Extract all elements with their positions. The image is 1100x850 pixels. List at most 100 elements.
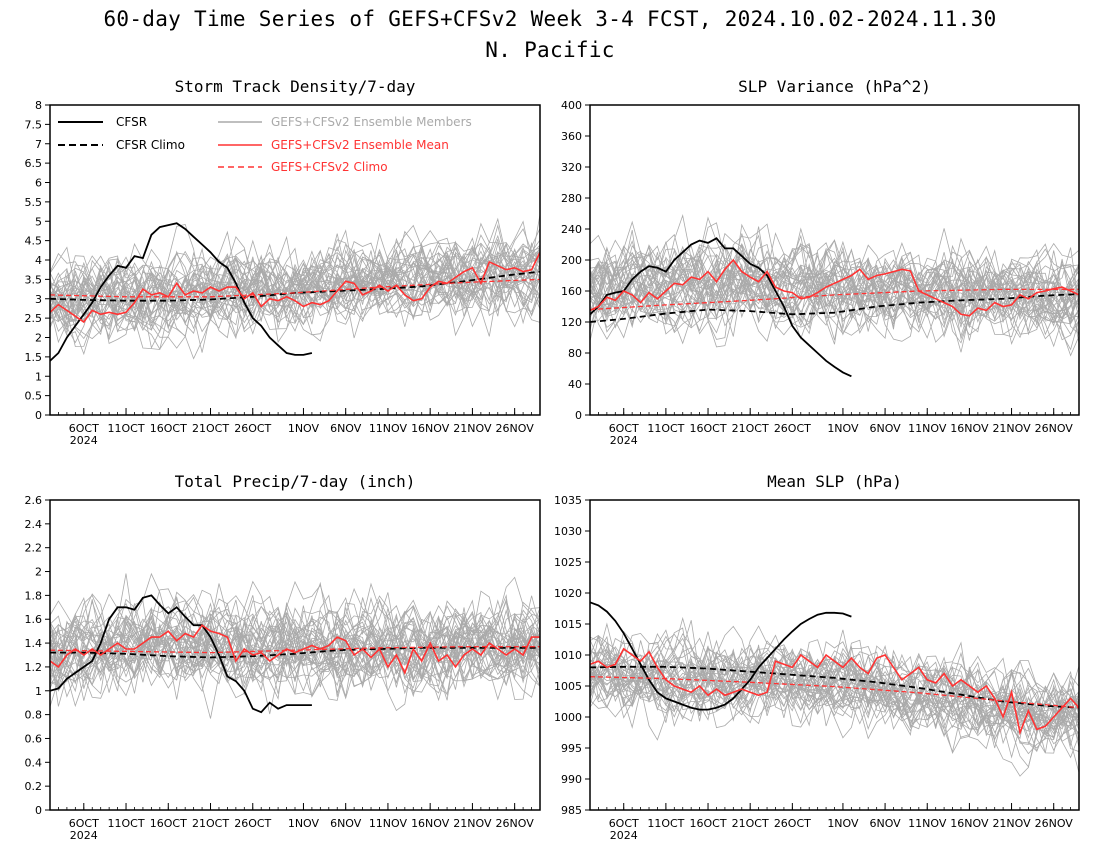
ensemble-member-line (590, 627, 1079, 755)
y-tick-label: 1.6 (25, 613, 43, 626)
ensemble-member-line (50, 233, 540, 334)
x-tick-label: 11NOV (908, 817, 947, 830)
x-tick-label: 16OCT (690, 817, 727, 830)
y-tick-label: 1020 (554, 587, 582, 600)
ensemble-members (50, 572, 540, 719)
ensemble-member-line (50, 596, 540, 687)
y-tick-label: 7.5 (25, 118, 43, 131)
ensemble-member-line (590, 262, 1079, 337)
ensemble-member-line (50, 589, 540, 686)
y-tick-label: 3 (35, 293, 42, 306)
ensemble-member-line (590, 622, 1079, 752)
cfsr-line (50, 594, 312, 714)
plot-frame (589, 104, 1080, 416)
ensemble-member-line (50, 583, 540, 715)
y-tick-label: 1.2 (25, 661, 43, 674)
legend-label-ens-mean: GEFS+CFSv2 Ensemble Mean (271, 138, 449, 152)
ensemble-member-line (50, 590, 540, 682)
ensemble-member-line (590, 250, 1079, 344)
ensemble-member-line (50, 595, 540, 692)
cfsr-line (590, 237, 852, 378)
plot-area (590, 213, 1079, 378)
legend-label-members: GEFS+CFSv2 Ensemble Members (271, 115, 472, 129)
ensemble-climo-line (50, 278, 540, 298)
x-tick-label: 6OCT (69, 817, 99, 830)
y-tick-label: 280 (561, 192, 582, 205)
x-tick-label: 11NOV (369, 817, 408, 830)
legend-label-ens-climo: GEFS+CFSv2 Climo (271, 160, 388, 174)
x-tick-label: 26OCT (234, 817, 271, 830)
ensemble-mean-line (590, 258, 1079, 317)
cfsr-climo-line (50, 646, 540, 659)
y-tick-label: 1.8 (25, 589, 43, 602)
y-tick-label: 985 (561, 804, 582, 817)
ensemble-member-line (50, 627, 540, 687)
chart-legend: CFSR CFSR Climo GEFS+CFSv2 Ensemble Memb… (58, 115, 472, 174)
x-tick-label: 16OCT (150, 422, 187, 435)
x-tick-label: 21NOV (453, 817, 492, 830)
ensemble-member-line (590, 228, 1079, 351)
ensemble-member-line (50, 606, 540, 695)
y-tick-label: 2 (35, 566, 42, 579)
x-tick-label: 16NOV (950, 422, 989, 435)
plot-area (50, 572, 540, 719)
ensemble-member-line (590, 250, 1079, 327)
y-tick-label: 1030 (554, 525, 582, 538)
x-tick-label: 6OCT (69, 422, 99, 435)
x-tick-label: 1NOV (288, 817, 320, 830)
cfsr-line (590, 601, 852, 711)
y-tick-label: 3.5 (25, 273, 43, 286)
y-tick-label: 1000 (554, 711, 582, 724)
y-tick-label: 0.6 (25, 732, 43, 745)
panel-title: Total Precip/7-day (inch) (175, 472, 416, 491)
ensemble-member-line (590, 248, 1079, 341)
y-tick-label: 6 (35, 177, 42, 190)
ensemble-mean-line (590, 647, 1079, 736)
x-tick-label: 6NOV (869, 817, 901, 830)
x-tick-label: 16NOV (950, 817, 989, 830)
x-tick-label: 21NOV (992, 422, 1031, 435)
y-tick-label: 400 (561, 99, 582, 112)
x-tick-label: 6NOV (330, 817, 362, 830)
y-tick-label: 360 (561, 130, 582, 143)
ensemble-mean-line (50, 251, 540, 324)
y-tick-label: 0 (35, 409, 42, 422)
y-tick-label: 4.5 (25, 235, 43, 248)
x-tick-year-label: 2024 (610, 829, 638, 842)
x-tick-label: 6OCT (609, 422, 639, 435)
ensemble-member-line (590, 648, 1079, 754)
y-tick-label: 0.8 (25, 709, 43, 722)
ensemble-members (590, 213, 1079, 357)
y-tick-label: 120 (561, 316, 582, 329)
ensemble-member-line (50, 235, 540, 356)
y-tick-label: 4 (35, 254, 42, 267)
y-tick-label: 320 (561, 161, 582, 174)
panel-total-precip: Total Precip/7-day (inch)00.20.40.60.811… (25, 472, 541, 842)
x-tick-year-label: 2024 (70, 434, 98, 447)
ensemble-member-line (590, 234, 1079, 334)
x-tick-label: 21OCT (732, 817, 769, 830)
cfsr-climo-line (590, 293, 1079, 323)
x-tick-label: 26OCT (774, 422, 811, 435)
x-tick-label: 6NOV (330, 422, 362, 435)
ensemble-member-line (50, 573, 540, 698)
x-tick-label: 11OCT (647, 422, 684, 435)
x-tick-label: 21NOV (992, 817, 1031, 830)
ensemble-climo-line (590, 676, 1079, 709)
x-tick-label: 16OCT (690, 422, 727, 435)
panel-storm-track-density: Storm Track Density/7-day 0 0.5 1 1.5 2 2.5 3 3.… (25, 77, 541, 447)
plot-frame (589, 499, 1080, 811)
y-tick-label: 200 (561, 254, 582, 267)
y-tick-label: 1 (35, 370, 42, 383)
x-tick-label: 26OCT (774, 817, 811, 830)
y-tick-label: 0 (35, 804, 42, 817)
figure-subtitle: N. Pacific (485, 38, 614, 62)
ensemble-member-line (50, 258, 540, 337)
legend-label-cfsr-climo: CFSR Climo (116, 138, 185, 152)
y-tick-label: 0.2 (25, 780, 43, 793)
ensemble-member-line (590, 645, 1079, 733)
panel-slp-variance: SLP Variance (hPa^2) 0 40 80 120 160 200 240 280… (561, 77, 1080, 447)
x-tick-label: 26NOV (496, 817, 535, 830)
y-tick-label: 1015 (554, 618, 582, 631)
